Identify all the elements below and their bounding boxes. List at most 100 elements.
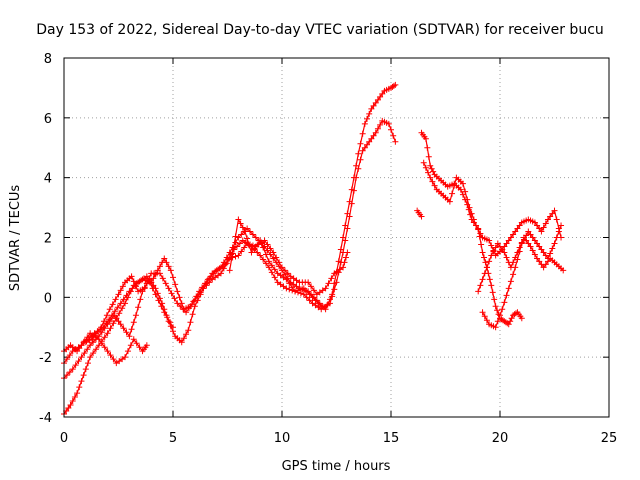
data-point [551, 207, 558, 214]
data-point [488, 242, 495, 249]
series-track-a [61, 117, 399, 418]
data-point [223, 260, 230, 267]
data-point [69, 398, 76, 405]
data-point [492, 244, 499, 251]
data-point [87, 354, 94, 361]
data-point [233, 243, 240, 250]
data-point [117, 321, 124, 328]
data-point [514, 256, 521, 263]
data-point [88, 333, 95, 340]
data-point [136, 344, 143, 351]
data-point [101, 344, 108, 351]
data-point [303, 294, 310, 301]
data-point [503, 254, 510, 261]
data-point [229, 244, 236, 251]
data-point [510, 259, 517, 266]
data-point [235, 252, 242, 259]
data-point [238, 248, 245, 255]
data-point [306, 291, 313, 298]
data-point [164, 314, 171, 321]
data-point [189, 311, 196, 318]
data-point [180, 306, 187, 313]
data-point [183, 331, 190, 338]
data-point [486, 258, 493, 265]
data-point [283, 285, 290, 292]
data-point [505, 285, 512, 292]
data-point [270, 249, 277, 256]
series-line [423, 162, 562, 257]
data-point [191, 297, 198, 304]
series-track-f [226, 216, 325, 310]
data-point [281, 267, 288, 274]
data-point [300, 291, 307, 298]
data-point [449, 190, 456, 197]
data-point [232, 233, 239, 240]
x-tick-label: 0 [60, 431, 68, 446]
data-point [425, 169, 432, 176]
data-point [344, 249, 351, 256]
data-point [129, 285, 136, 292]
data-point [171, 295, 178, 302]
data-point [141, 285, 148, 292]
data-point [130, 319, 137, 326]
data-point [84, 346, 91, 353]
data-point [71, 394, 78, 401]
data-point [254, 249, 261, 256]
data-point [257, 237, 264, 244]
data-point [78, 354, 85, 361]
data-point [238, 231, 245, 238]
data-point [481, 313, 488, 320]
data-point [341, 259, 348, 266]
data-point [104, 330, 111, 337]
data-point [374, 125, 381, 132]
data-point [318, 303, 325, 310]
data-point [132, 282, 139, 289]
data-point [130, 336, 137, 343]
data-point [451, 182, 458, 189]
data-point [429, 178, 436, 185]
data-point [329, 291, 336, 298]
data-point [126, 333, 133, 340]
data-point [422, 135, 429, 142]
data-point [489, 289, 496, 296]
y-tick-label: -2 [39, 351, 52, 366]
data-point [491, 296, 498, 303]
data-point [163, 259, 170, 266]
series-track-d [61, 330, 150, 367]
data-point [481, 254, 488, 261]
data-point [322, 285, 329, 292]
data-point [464, 196, 471, 203]
data-point [251, 245, 258, 252]
data-point [268, 269, 275, 276]
data-point [315, 300, 322, 307]
data-point [159, 275, 166, 282]
x-tick-label: 20 [492, 431, 509, 446]
data-point [477, 282, 484, 289]
data-point [486, 237, 493, 244]
data-point [106, 316, 113, 323]
data-point [326, 296, 333, 303]
data-point [176, 294, 183, 301]
data-point [507, 278, 514, 285]
data-point [244, 235, 251, 242]
data-point [490, 248, 497, 255]
data-point [122, 354, 129, 361]
data-point [137, 296, 144, 303]
data-point [492, 324, 499, 331]
data-point [155, 297, 162, 304]
data-point [390, 132, 397, 139]
data-point [494, 318, 501, 325]
data-point [109, 301, 116, 308]
data-point [111, 308, 118, 315]
data-point [247, 228, 254, 235]
data-point [76, 384, 83, 391]
data-point [510, 271, 517, 278]
data-point [270, 255, 277, 262]
data-point [124, 348, 131, 355]
data-point [78, 378, 85, 385]
data-point [390, 82, 397, 89]
data-point [90, 350, 97, 357]
data-point [260, 244, 267, 251]
data-point [475, 226, 482, 233]
data-point [431, 182, 438, 189]
